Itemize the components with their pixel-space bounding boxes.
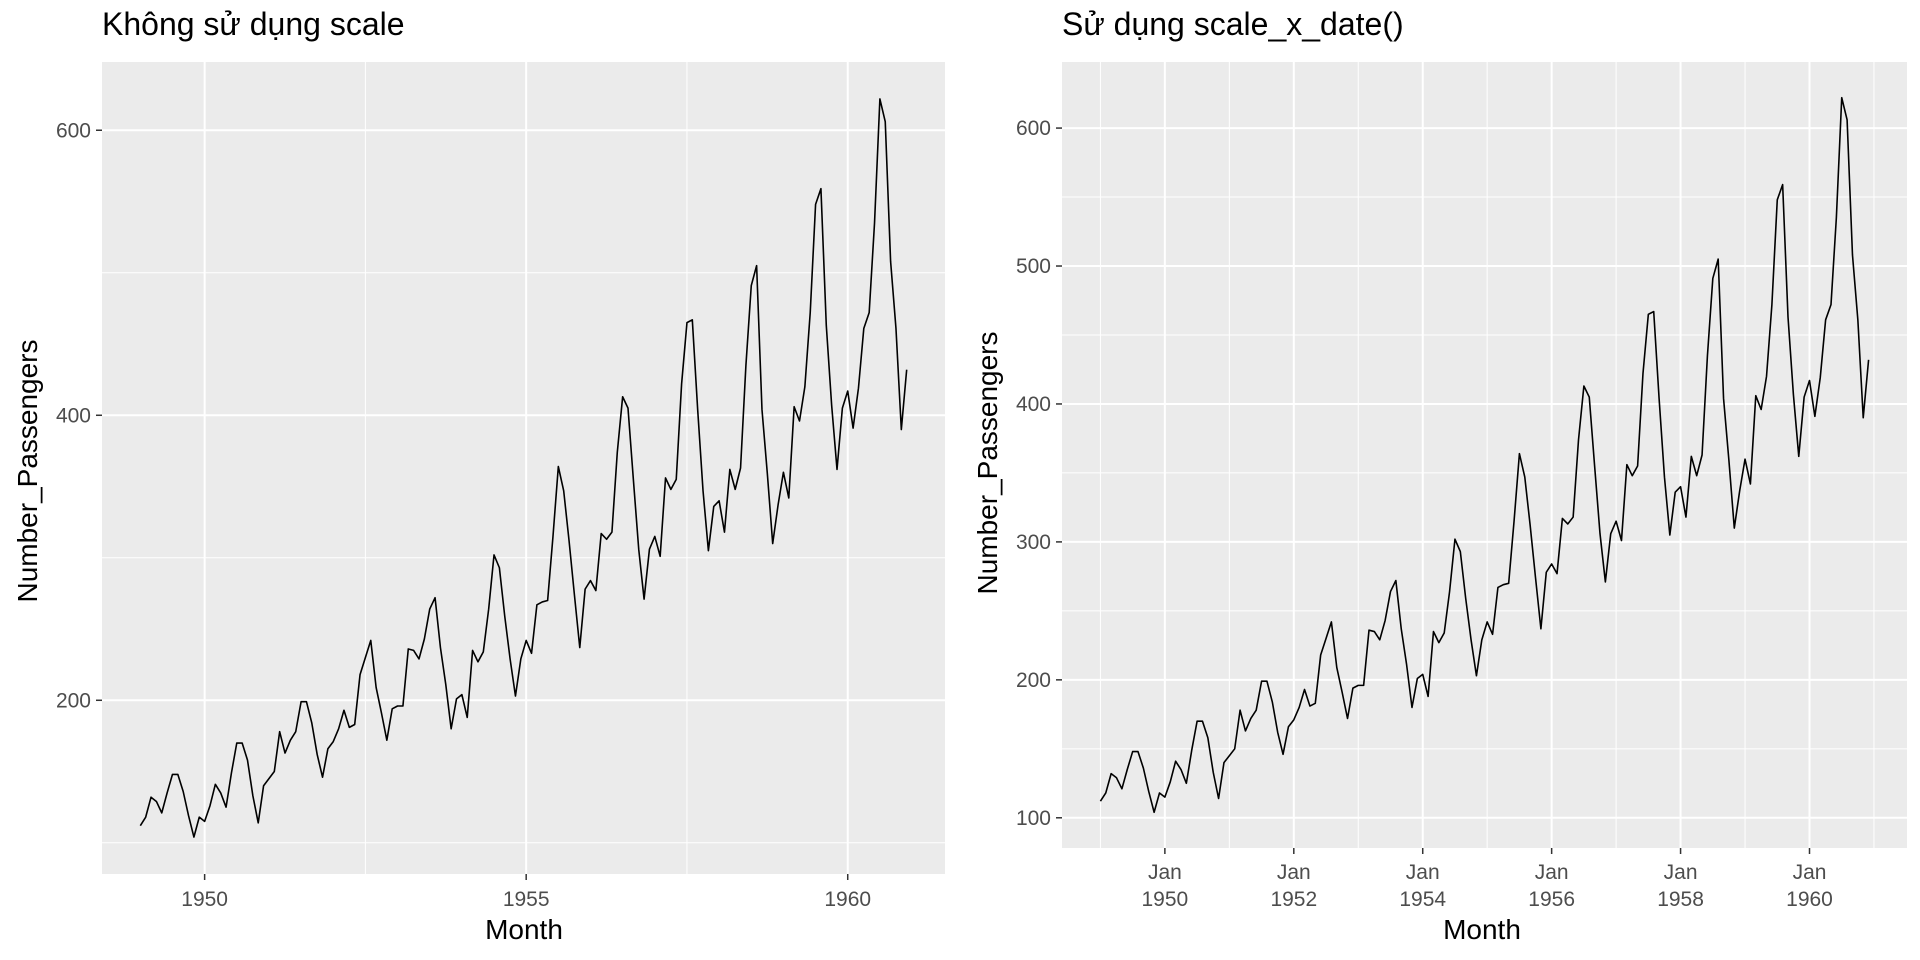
y-axis-label: Number_Passengers [12, 339, 43, 603]
x-tick-label: 1960 [824, 888, 871, 911]
y-tick-label: 200 [56, 689, 91, 712]
y-tick-label: 400 [1016, 393, 1051, 416]
x-tick-label: 1960 [1786, 888, 1833, 911]
chart-svg-right: Jan 1950 Jan 1952 Jan 1954 Jan 1956 Jan 1958 Jan 19… [1016, 62, 1907, 911]
panel-background [1062, 62, 1907, 848]
series-line-passengers [139, 98, 908, 838]
series-line-passengers [1099, 96, 1870, 814]
chart-panel-right: Sử dụng scale_x_date() Jan 1950 Jan 1952 Jan… [960, 0, 1920, 960]
y-tick-label: 100 [1016, 807, 1051, 830]
x-tick-label: 1950 [181, 888, 228, 911]
x-tick-label: 1952 [1270, 888, 1317, 911]
x-tick-label: Jan [1535, 861, 1569, 884]
x-tick-label: Jan [1793, 861, 1827, 884]
chart-panel-left: Không sử dụng scale 1950 1955 1960 200 400 60… [12, 6, 945, 945]
x-tick-label: 1950 [1142, 888, 1189, 911]
x-tick-label: 1954 [1399, 888, 1446, 911]
y-tick-label: 600 [56, 119, 91, 142]
chart-title: Không sử dụng scale [102, 6, 405, 42]
x-axis-label: Month [1443, 914, 1521, 945]
y-tick-label: 400 [56, 404, 91, 427]
y-tick-label: 300 [1016, 531, 1051, 554]
x-tick-label: 1956 [1528, 888, 1575, 911]
panel-background [102, 62, 945, 874]
x-tick-label: Jan [1277, 861, 1311, 884]
chart-title: Sử dụng scale_x_date() [1062, 6, 1404, 42]
x-tick-label: 1958 [1657, 888, 1704, 911]
y-tick-label: 500 [1016, 255, 1051, 278]
y-tick-label: 200 [1016, 669, 1051, 692]
x-tick-label: Jan [1664, 861, 1698, 884]
y-tick-label: 600 [1016, 117, 1051, 140]
chart-svg-left: 1950 1955 1960 200 400 600 [56, 62, 945, 911]
x-tick-label: Jan [1406, 861, 1440, 884]
x-axis-label: Month [485, 914, 563, 945]
x-tick-label: Jan [1148, 861, 1182, 884]
y-axis-label: Number_Passengers [972, 331, 1003, 595]
x-tick-label: 1955 [503, 888, 550, 911]
